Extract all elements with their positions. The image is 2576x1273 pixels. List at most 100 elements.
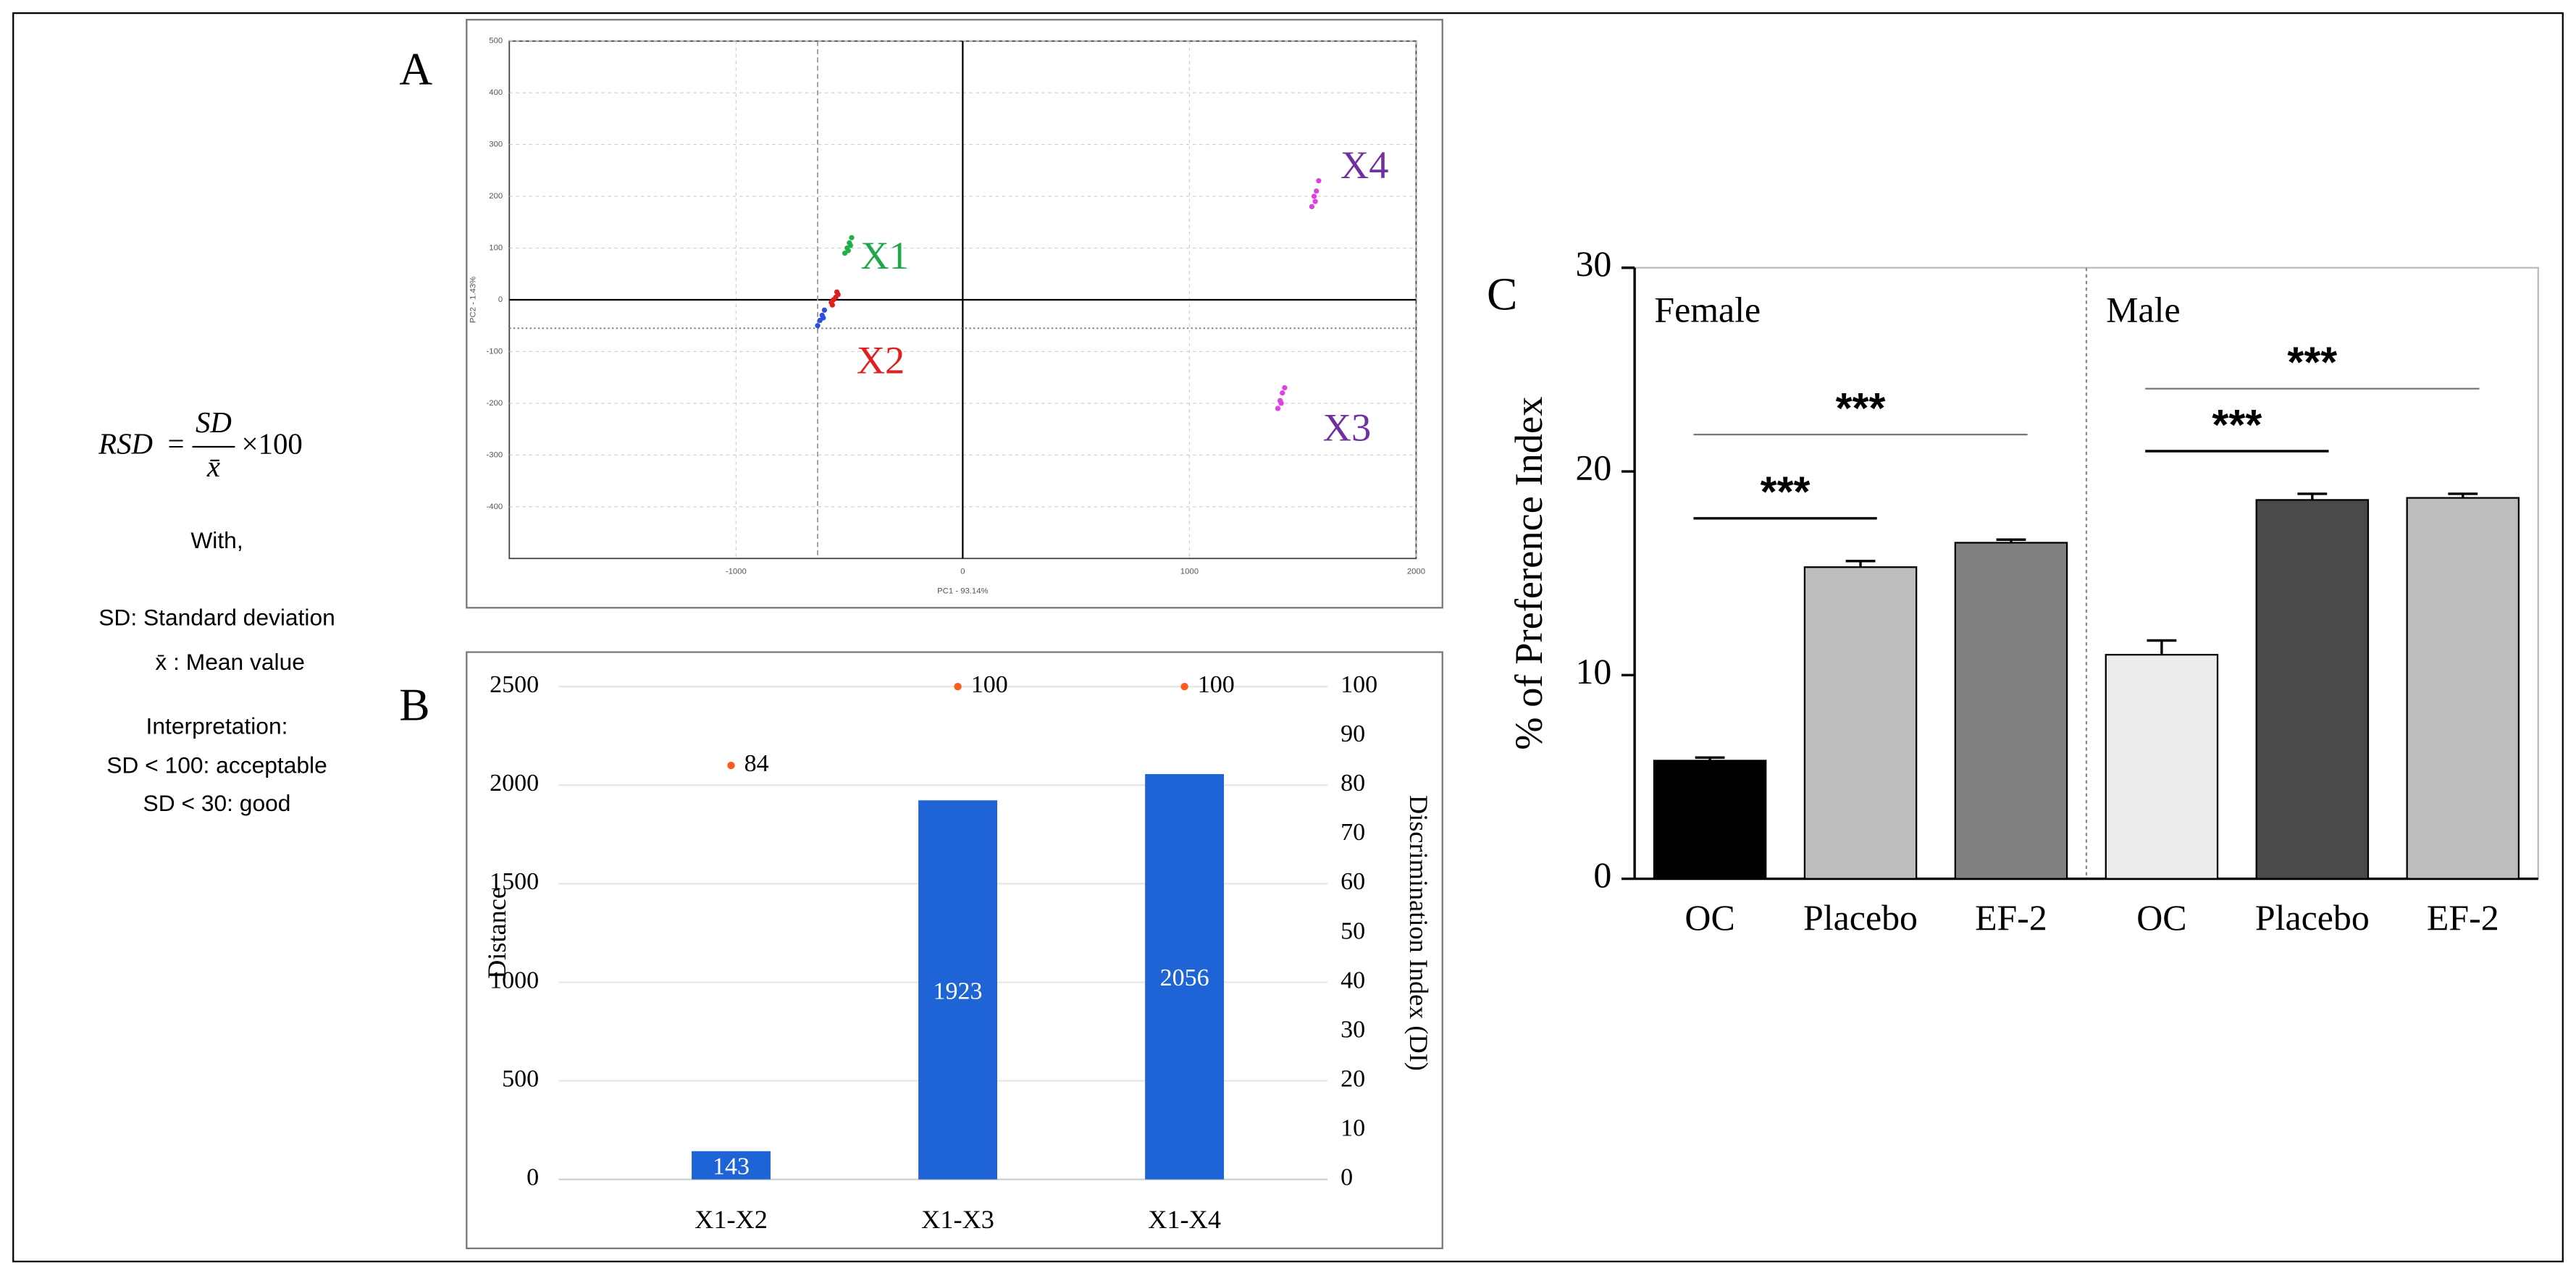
panel-label: Female [1654,290,1761,330]
point [1314,188,1320,194]
x-tick-label: X1-X3 [921,1205,994,1234]
note: SD < 30: good [143,790,291,816]
y-tick-label: 2500 [490,671,539,698]
y-tick-label: 2000 [490,770,539,797]
x-tick-label: 0 [960,567,965,576]
y-axis-label: % of Preference Index [1506,397,1551,750]
point [727,761,735,770]
data-label: 2056 [1160,965,1209,991]
y2-tick-label: 80 [1341,770,1365,797]
x-tick-label: OC [1685,898,1734,938]
x-tick-label: -1000 [726,567,747,576]
significance-label: *** [1761,469,1811,516]
panel-a-frame [466,19,1443,609]
y-tick-label: 30 [1575,244,1611,284]
significance-label: *** [2287,340,2337,387]
formula-tail: ×100 [242,427,303,460]
bar [1954,542,2068,880]
cluster-label: X1 [860,233,909,277]
bar [1803,566,1918,880]
point [1280,390,1285,396]
note: With, [190,527,243,553]
significance-label: *** [1836,385,1886,432]
point [1180,682,1188,691]
y2-tick-label: 20 [1341,1065,1365,1092]
y-axis-label: Distance [482,887,511,979]
data-label: 100 [1198,671,1235,698]
point [821,315,826,321]
y2-tick-label: 90 [1341,720,1365,747]
point [834,289,840,295]
point [1309,203,1315,209]
panel-b-frame [466,651,1443,1250]
cluster-label: X2 [857,337,905,382]
point [1312,198,1318,204]
formula-den: x̄ [206,450,220,483]
y-tick-label: 300 [489,140,503,149]
error-bar [2448,492,2478,498]
x-tick-label: 1000 [1180,567,1199,576]
panel-label: Male [2106,290,2181,330]
y2-tick-label: 0 [1341,1164,1353,1191]
y2-axis-label: Discrimination Index (DI) [1404,795,1433,1071]
y-tick-label: 200 [489,192,503,201]
bar [2105,654,2219,880]
x-tick-label: Placebo [2255,898,2370,938]
y2-tick-label: 50 [1341,917,1365,944]
point [829,302,835,308]
bar [918,800,997,1180]
bar [2255,499,2370,880]
formula-num: SD [196,406,232,439]
y-tick-label: 0 [1593,855,1611,895]
error-bar [2297,492,2328,500]
note: SD < 100: acceptable [106,752,327,778]
note: SD: Standard deviation [98,605,335,631]
panel-letter: A [399,43,432,95]
error-bar [2147,639,2177,655]
data-label: 84 [744,750,769,777]
formula-notes: With, SD: Standard deviation x̄ : Mean v… [98,527,335,816]
cluster-label: X3 [1323,405,1372,449]
y2-tick-label: 10 [1341,1114,1365,1141]
bar [1145,774,1225,1180]
x-tick-label: Placebo [1803,898,1918,938]
point [1275,406,1281,411]
y-tick-label: -100 [487,347,503,356]
formula-eq: = [167,427,184,460]
x-tick-label: EF-2 [1975,898,2047,938]
y2-tick-label: 30 [1341,1016,1365,1043]
bar [1653,760,1767,880]
point [1282,385,1288,391]
data-label: 100 [971,671,1008,698]
point [831,297,836,303]
bar [692,1151,771,1180]
point [845,248,851,253]
y-tick-label: 0 [526,1164,539,1191]
cluster-label: X4 [1341,143,1389,187]
y-tick-label: 500 [502,1065,539,1092]
y2-tick-label: 60 [1341,868,1365,895]
y2-tick-label: 40 [1341,967,1365,993]
point [954,682,962,691]
point [849,235,855,240]
x-axis-label: PC1 - 93.14% [937,587,989,596]
error-bar [1695,756,1725,761]
y-tick-label: 10 [1575,652,1611,692]
point [821,307,828,313]
y-tick-label: 0 [498,295,503,304]
y-tick-label: -400 [487,503,503,511]
bar [2406,497,2520,880]
note: x̄ : Mean value [155,649,304,675]
panel-letter: B [399,679,429,731]
y-axis-label: PC2 - 1.43% [469,277,477,323]
error-bar [1845,560,1876,568]
note: Interpretation: [146,713,288,739]
x-tick-label: EF-2 [2427,898,2499,938]
x-tick-label: OC [2136,898,2186,938]
error-bar [1996,538,2026,543]
y-tick-label: 1000 [490,967,539,993]
y2-tick-label: 100 [1341,671,1377,698]
point [1316,178,1322,184]
formula-lhs: RSD [98,427,153,460]
